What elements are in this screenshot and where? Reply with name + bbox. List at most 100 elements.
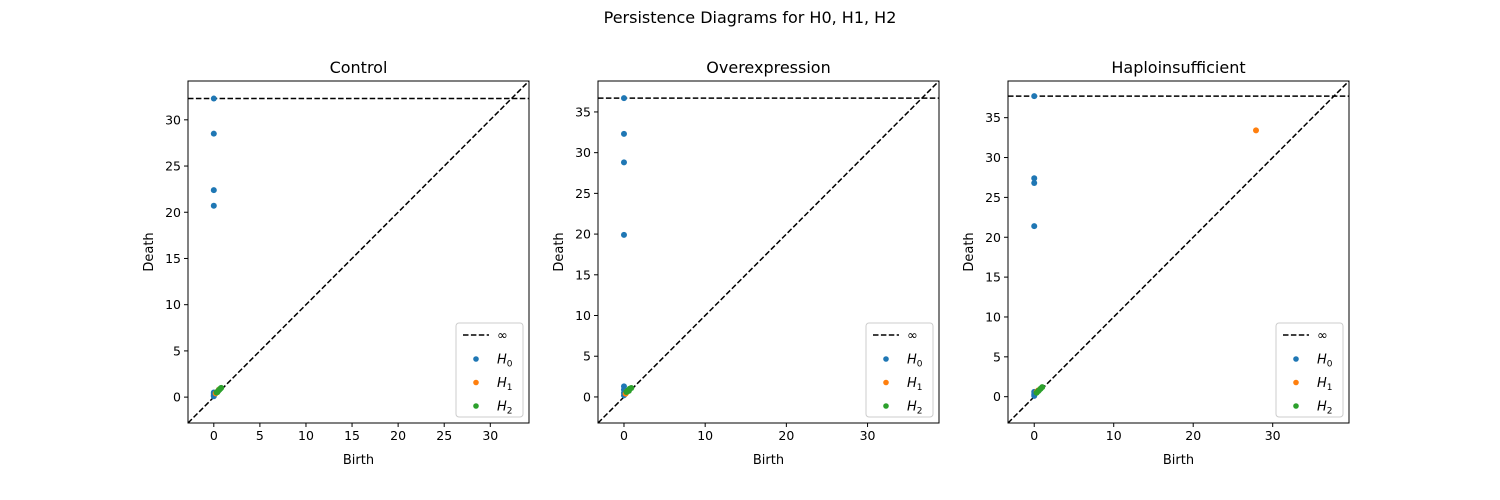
figure-title: Persistence Diagrams for H0, H1, H2 (603, 8, 897, 27)
diagonal-line (598, 81, 939, 423)
y-tick-label: 25 (165, 159, 181, 174)
reference-lines (598, 81, 939, 423)
y-axis-label: Death (552, 232, 567, 271)
legend: ∞ H0 H1 H2 (865, 322, 934, 418)
legend-marker-h0 (1293, 356, 1299, 362)
y-tick-label: 35 (985, 110, 1001, 125)
legend-label-h1: H1 (907, 376, 923, 393)
y-tick-label: 30 (575, 145, 591, 160)
x-tick-label: 0 (1030, 428, 1038, 443)
panel-title: Control (330, 58, 388, 77)
y-tick-label: 15 (985, 270, 1001, 285)
legend-box (865, 322, 934, 418)
points (1031, 93, 1259, 399)
legend-label-h1: H1 (497, 376, 513, 393)
point-h2 (214, 389, 221, 396)
legend-label-infinity: ∞ (497, 329, 508, 344)
legend-label-h2: H2 (497, 400, 513, 417)
panel-2: Overexpression 0 10 20 30 0 5 10 15 20 25 30 35 Birth… (552, 58, 940, 468)
y-tick-label: 0 (173, 390, 181, 405)
x-tick-label: 20 (390, 428, 406, 443)
reference-lines (188, 81, 529, 423)
y-axis-label: Death (142, 232, 157, 271)
point-h0 (620, 130, 627, 137)
legend-label-h0: H0 (1317, 353, 1333, 370)
y-tick-label: 30 (165, 112, 181, 127)
legend-label-h0: H0 (497, 353, 513, 370)
y-tick-label: 5 (583, 349, 591, 364)
point-h0 (620, 95, 627, 102)
points (210, 95, 225, 400)
x-tick-label: 30 (860, 428, 876, 443)
x-tick-label: 30 (482, 428, 498, 443)
plot-frame (597, 80, 940, 424)
legend-box (1275, 322, 1344, 418)
legend-marker-h0 (473, 356, 479, 362)
points (620, 95, 635, 399)
y-tick-label: 20 (165, 205, 181, 220)
x-tick-label: 5 (256, 428, 264, 443)
point-h0 (210, 202, 217, 209)
x-tick-label: 10 (697, 428, 713, 443)
point-h2 (625, 387, 632, 394)
diagonal-line (188, 81, 529, 423)
point-h0 (1031, 93, 1038, 100)
legend-marker-h2 (1293, 403, 1299, 409)
x-tick-label: 0 (210, 428, 218, 443)
diagonal-line (1008, 81, 1349, 423)
x-tick-label: 25 (436, 428, 452, 443)
legend-label-h0: H0 (907, 353, 923, 370)
y-tick-label: 5 (173, 343, 181, 358)
y-tick-label: 35 (575, 104, 591, 119)
point-h0 (210, 187, 217, 194)
y-tick-label: 0 (993, 389, 1001, 404)
x-axis-label: Birth (343, 453, 374, 468)
point-h0 (1031, 175, 1038, 182)
point-h0 (210, 95, 217, 102)
legend-label-h2: H2 (907, 400, 923, 417)
y-tick-label: 20 (575, 227, 591, 242)
reference-lines (1008, 81, 1349, 423)
point-h2 (1039, 384, 1046, 391)
point-h1 (1253, 127, 1259, 134)
y-tick-label: 15 (575, 267, 591, 282)
legend-label-h2: H2 (1317, 400, 1333, 417)
point-h0 (1031, 223, 1038, 230)
y-tick-label: 25 (575, 186, 591, 201)
x-axis-label: Birth (1163, 453, 1194, 468)
y-tick-label: 20 (985, 230, 1001, 245)
panel-title: Overexpression (706, 58, 830, 77)
y-tick-label: 10 (165, 297, 181, 312)
point-h2 (1035, 388, 1042, 395)
point-h0 (620, 231, 627, 238)
y-tick-label: 30 (985, 150, 1001, 165)
legend-box (455, 322, 524, 418)
legend-label-infinity: ∞ (907, 329, 918, 344)
x-tick-label: 20 (778, 428, 794, 443)
legend-label-h1: H1 (1317, 376, 1333, 393)
legend-label-infinity: ∞ (1317, 329, 1328, 344)
x-tick-label: 10 (298, 428, 314, 443)
plot-frame (1007, 80, 1350, 424)
point-h0 (210, 130, 217, 137)
x-tick-label: 10 (1106, 428, 1122, 443)
x-axis-label: Birth (753, 453, 784, 468)
point-h0 (620, 159, 627, 166)
x-tick-label: 20 (1185, 428, 1201, 443)
y-tick-label: 0 (583, 389, 591, 404)
legend-marker-h1 (1293, 379, 1299, 386)
legend-marker-h1 (883, 379, 889, 386)
y-tick-label: 5 (993, 349, 1001, 364)
x-tick-label: 15 (344, 428, 360, 443)
legend-marker-h1 (473, 379, 479, 386)
panel-1: Control 0 5 10 15 20 25 30 0 5 10 15 20 25 30 Birth Deat… (142, 58, 530, 468)
legend: ∞ H0 H1 H2 (1275, 322, 1344, 418)
y-tick-label: 10 (985, 309, 1001, 324)
y-tick-label: 10 (575, 308, 591, 323)
y-tick-label: 25 (985, 190, 1001, 205)
legend-marker-h2 (473, 403, 479, 409)
legend-marker-h2 (883, 403, 889, 409)
x-tick-label: 0 (620, 428, 628, 443)
y-tick-label: 15 (165, 251, 181, 266)
